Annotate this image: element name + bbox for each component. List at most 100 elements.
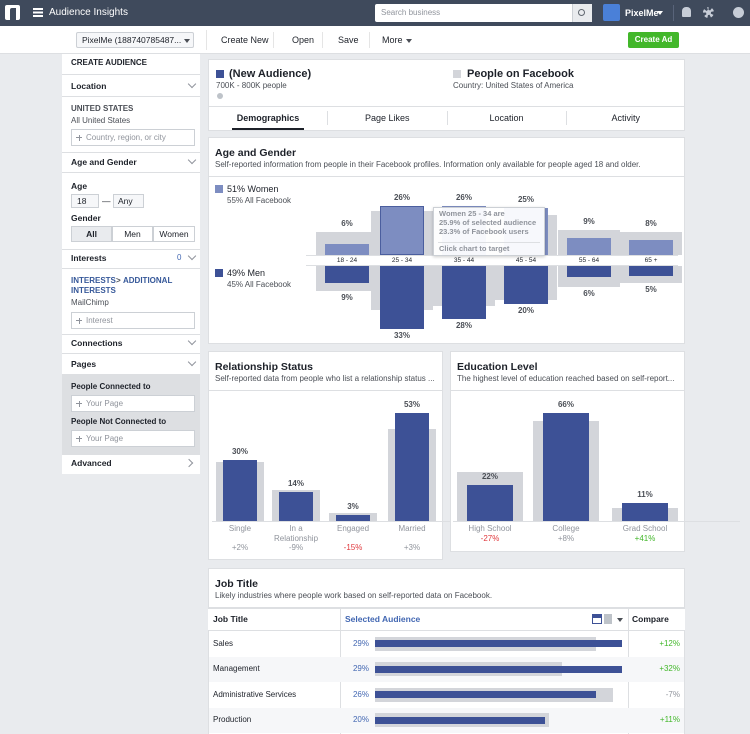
toolbar-button[interactable]: Create New: [221, 35, 269, 45]
tab[interactable]: Page Likes: [364, 113, 410, 123]
card-title: Relationship Status: [215, 361, 314, 373]
bar[interactable]: [325, 266, 369, 284]
section-title[interactable]: Age and Gender: [71, 157, 137, 167]
toolbar-button[interactable]: Save: [338, 35, 359, 45]
divider: [62, 249, 200, 250]
section-title[interactable]: Connections: [71, 338, 123, 348]
gender-option[interactable]: [153, 226, 195, 242]
bar[interactable]: [380, 205, 424, 255]
category-label: Engaged: [336, 524, 370, 533]
toolbar-divider: [273, 32, 274, 48]
bar[interactable]: [567, 266, 611, 278]
column-header: Job Title: [213, 614, 248, 624]
baseline: [212, 521, 480, 522]
gender-option[interactable]: [71, 226, 112, 242]
sidebar-heading: CREATE AUDIENCE: [71, 58, 148, 67]
legend-swatch: [215, 269, 223, 277]
age-from-select[interactable]: [71, 194, 99, 208]
row-label: Administrative Services: [213, 689, 297, 699]
bar[interactable]: [629, 266, 673, 276]
tab[interactable]: Activity: [611, 113, 640, 123]
section-title[interactable]: Advanced: [71, 458, 112, 468]
bar[interactable]: [467, 485, 513, 521]
input-placeholder: Interest: [86, 316, 113, 325]
gender-label: All: [86, 229, 97, 239]
account-select[interactable]: [76, 32, 194, 48]
row-value: 20%: [352, 715, 369, 724]
bar[interactable]: [375, 665, 622, 673]
field-label: People Not Connected to: [71, 417, 167, 426]
create-ad-label: Create Ad: [634, 35, 673, 44]
notifications-icon[interactable]: [682, 7, 691, 17]
legend-note: 45% All Facebook: [227, 280, 292, 289]
tab[interactable]: Location: [489, 113, 524, 123]
section-title[interactable]: Pages: [71, 359, 97, 369]
facebook-sub: Country: United States of America: [453, 81, 574, 90]
bar[interactable]: [325, 243, 369, 255]
input-placeholder: Your Page: [86, 399, 124, 408]
bar[interactable]: [567, 237, 611, 255]
compare-label: +12%: [659, 638, 680, 648]
divider: [62, 152, 200, 153]
divider: [450, 390, 685, 391]
bar[interactable]: [622, 503, 668, 521]
bar[interactable]: [629, 239, 673, 255]
bar[interactable]: [336, 514, 370, 521]
bar[interactable]: [380, 266, 424, 329]
bar[interactable]: [375, 716, 545, 724]
view-toggle[interactable]: [604, 614, 612, 624]
value-label: 26%: [393, 192, 410, 202]
input[interactable]: [71, 395, 195, 412]
search-box[interactable]: [375, 4, 592, 22]
age-to-select[interactable]: [113, 194, 144, 208]
gender-label: Men: [124, 229, 141, 239]
divider: [673, 5, 674, 21]
section-title[interactable]: Location: [71, 81, 107, 91]
create-ad-button[interactable]: [628, 32, 679, 48]
toolbar-button[interactable]: More: [382, 35, 403, 45]
input[interactable]: [71, 129, 195, 146]
help-icon[interactable]: [733, 7, 744, 18]
interest-path: INTERESTS: [71, 286, 116, 295]
bar[interactable]: [375, 640, 622, 647]
bar[interactable]: [543, 413, 589, 521]
divider: [62, 96, 200, 97]
bar[interactable]: [279, 492, 313, 521]
input[interactable]: [71, 312, 195, 329]
value-label: 9%: [341, 292, 353, 302]
bar[interactable]: [442, 266, 486, 320]
info-icon: [217, 93, 223, 99]
search-icon: [578, 9, 585, 16]
category-label: College: [552, 524, 580, 533]
settings-icon[interactable]: [703, 7, 714, 18]
value-label: 3%: [347, 501, 359, 511]
bar[interactable]: [375, 691, 596, 698]
toolbar-button[interactable]: Open: [292, 35, 315, 45]
bar[interactable]: [395, 413, 429, 521]
age-category: 45 - 54: [515, 256, 537, 264]
value-label: 26%: [455, 192, 472, 202]
age-from: 18: [77, 196, 87, 206]
more-caret: [406, 39, 412, 43]
toolbar-divider: [369, 32, 370, 48]
compare-label: +11%: [659, 715, 680, 724]
bar[interactable]: [223, 459, 257, 521]
card-title: Education Level: [457, 361, 538, 373]
column-header[interactable]: Selected Audience: [345, 614, 421, 624]
gender-option[interactable]: [112, 226, 153, 242]
age-category: 18 - 24: [336, 256, 358, 264]
value-label: 8%: [645, 219, 657, 229]
view-toggle[interactable]: [592, 614, 602, 624]
section-title[interactable]: Interests: [71, 253, 107, 263]
input[interactable]: [71, 430, 195, 447]
compare-label: -7%: [665, 689, 680, 699]
account-select-label: PixelMe (188740785487...: [82, 35, 182, 45]
field-label: Age: [71, 181, 88, 191]
interest-count: 0: [177, 253, 182, 262]
tab[interactable]: Demographics: [236, 113, 300, 123]
compare-label: +32%: [659, 664, 680, 673]
bar[interactable]: [504, 266, 548, 304]
account-avatar[interactable]: [603, 4, 620, 21]
facebook-title: People on Facebook: [467, 68, 574, 80]
account-name[interactable]: PixelMe: [625, 8, 659, 18]
